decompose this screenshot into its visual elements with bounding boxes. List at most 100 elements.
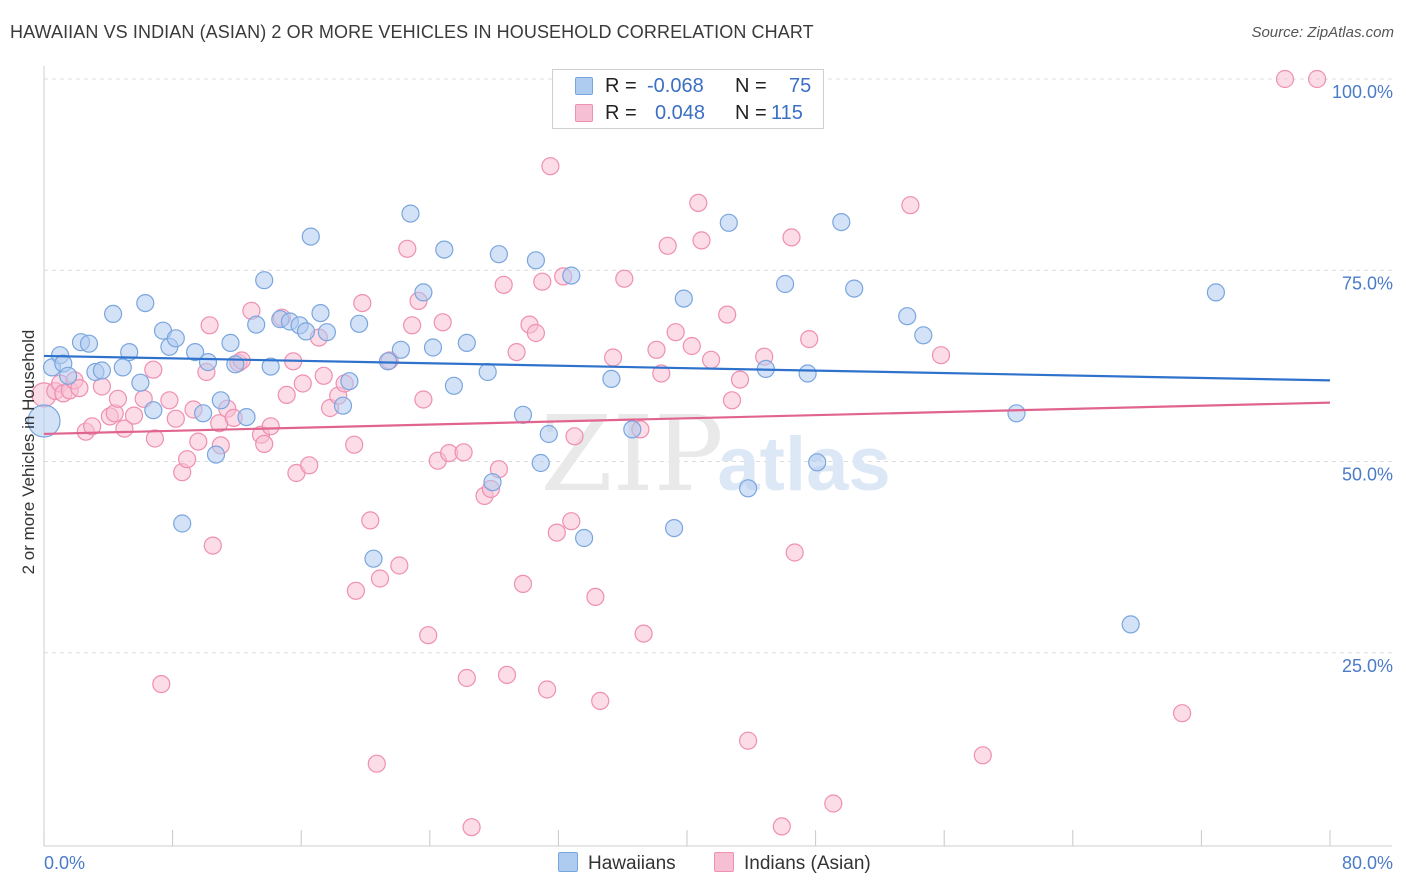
hawaiians-point xyxy=(92,361,112,380)
indians-point xyxy=(494,275,513,294)
indians-point xyxy=(901,196,920,215)
indians-point xyxy=(457,668,476,688)
bottom-legend-hawaiians: Hawaiians xyxy=(558,852,676,875)
hawaiians-point xyxy=(194,404,213,423)
indians-point xyxy=(300,456,319,475)
indians-point xyxy=(785,543,804,562)
y-axis-label-wrap: 2 or more Vehicles in Household xyxy=(16,302,42,602)
indians-point xyxy=(189,432,208,451)
indians-r-label: R = xyxy=(605,102,637,124)
hawaiians-point xyxy=(206,445,226,464)
indians-point xyxy=(293,374,312,393)
indians-point xyxy=(730,370,750,389)
hawaiians-point xyxy=(832,213,851,232)
hawaiians-point xyxy=(664,518,684,538)
hawaiians-point xyxy=(166,329,185,348)
indians-point xyxy=(419,626,438,645)
hawaiians-swatch xyxy=(575,77,593,95)
indians-point xyxy=(652,364,671,383)
y-tick-label: 75.0% xyxy=(1342,273,1393,293)
indians-point xyxy=(722,391,742,410)
hawaiians-trend-line xyxy=(43,354,1331,382)
indians-point xyxy=(658,236,677,255)
hawaiians-point xyxy=(113,358,132,377)
hawaiians-point xyxy=(144,401,163,420)
trend-lines xyxy=(43,354,1331,436)
hawaiians-point xyxy=(898,307,917,326)
indians-point xyxy=(390,556,409,575)
indians-point xyxy=(507,343,526,362)
indians-point xyxy=(547,523,566,542)
indians-n-value: 115 xyxy=(771,102,803,124)
gridlines xyxy=(44,78,1392,654)
hawaiians-point xyxy=(808,453,827,472)
hawaiians-point xyxy=(531,453,550,473)
indians-point xyxy=(108,389,128,408)
hawaiians-point xyxy=(247,315,266,334)
indians-point xyxy=(1275,69,1295,89)
indians-point xyxy=(537,680,557,699)
indians-swatch xyxy=(575,104,593,122)
indians-point xyxy=(160,391,179,410)
indians-point xyxy=(615,269,634,288)
indians-point xyxy=(701,350,721,369)
hawaiians-point xyxy=(845,279,864,298)
watermark: ZIP atlas xyxy=(540,393,890,515)
hawaiians-r-value: -0.068 xyxy=(647,75,704,97)
indians-point xyxy=(200,316,219,335)
hawaiians-points xyxy=(27,204,1226,634)
hawaiians-point xyxy=(391,340,410,359)
indians-point xyxy=(70,379,89,398)
hawaiians-point xyxy=(539,424,558,444)
hawaiians-point xyxy=(478,362,497,382)
indians-point xyxy=(398,239,417,258)
hawaiians-r-label: R = xyxy=(605,75,637,97)
hawaiians-point xyxy=(674,289,693,308)
bottom-indians-swatch xyxy=(714,852,734,872)
indians-point xyxy=(718,305,737,324)
hawaiians-point xyxy=(423,338,443,357)
axes xyxy=(43,66,1392,847)
hawaiians-point xyxy=(301,227,320,246)
indians-point xyxy=(689,193,708,212)
hawaiians-point xyxy=(211,391,230,410)
source-label: Source: ZipAtlas.com xyxy=(1251,24,1394,41)
indians-point xyxy=(800,330,819,349)
hawaiians-point xyxy=(255,271,274,290)
indians-point xyxy=(433,313,452,332)
hawaiians-point xyxy=(317,323,336,342)
indians-point xyxy=(145,429,164,448)
hawaiians-point xyxy=(340,372,359,391)
indians-point xyxy=(83,417,102,436)
hawaiians-point xyxy=(333,396,353,415)
hawaiians-point xyxy=(120,343,139,362)
indians-point xyxy=(973,746,992,765)
watermark-zip: ZIP xyxy=(540,393,723,515)
indians-point xyxy=(414,390,433,409)
hawaiians-point xyxy=(58,366,78,385)
indians-point xyxy=(124,406,144,425)
indians-n-label: N = xyxy=(735,102,767,124)
hawaiians-point xyxy=(435,240,454,259)
indians-point xyxy=(361,511,380,530)
indians-point xyxy=(634,624,653,643)
hawaiians-point xyxy=(401,204,420,223)
hawaiians-point xyxy=(562,266,581,285)
indians-point xyxy=(513,574,533,594)
hawaiians-point xyxy=(186,343,205,362)
indians-point xyxy=(666,323,685,342)
hawaiians-point xyxy=(1121,615,1140,634)
indians-point xyxy=(345,435,364,454)
bottom-hawaiians-swatch xyxy=(558,852,578,872)
hawaiians-point xyxy=(574,528,594,548)
hawaiians-point xyxy=(261,357,280,376)
indians-point xyxy=(403,316,422,335)
indians-point xyxy=(533,272,552,291)
indians-point xyxy=(166,409,185,428)
hawaiians-point xyxy=(738,479,758,498)
x-tick-label: 0.0% xyxy=(44,853,85,873)
hawaiians-point xyxy=(198,353,218,372)
indians-point xyxy=(255,434,274,453)
indians-point xyxy=(261,417,280,436)
indians-point xyxy=(931,346,951,365)
